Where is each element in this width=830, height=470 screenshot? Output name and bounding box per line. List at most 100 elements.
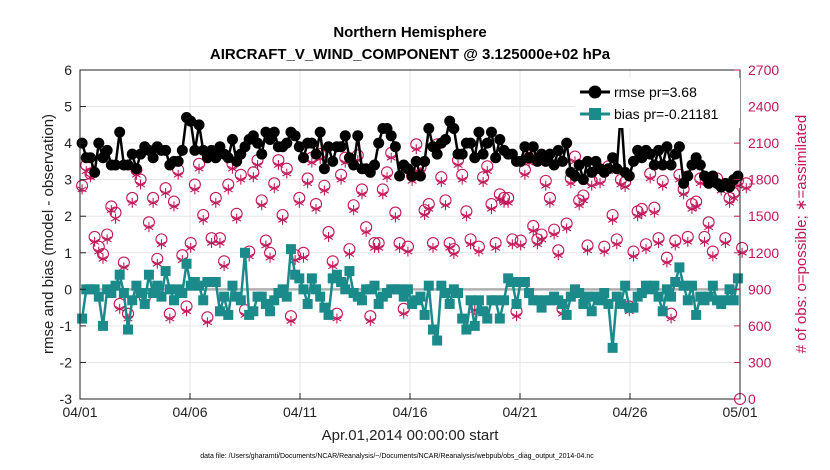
rmse-point <box>406 170 418 182</box>
rmse-point <box>431 148 443 160</box>
x-tick-label: 04/26 <box>612 404 647 420</box>
bias-point <box>139 298 150 309</box>
rmse-point <box>126 148 138 160</box>
rmse-point <box>419 155 431 167</box>
assimilated-obs-marker <box>641 244 651 255</box>
bias-point <box>453 287 464 298</box>
rmse-point <box>477 148 489 160</box>
bias-point <box>223 309 234 320</box>
rmse-point <box>172 155 184 167</box>
y-tick-label: 4 <box>64 135 72 151</box>
bias-point <box>423 280 434 291</box>
assimilated-obs-marker <box>127 197 137 208</box>
footnote: data file: /Users/gharamti/Documents/NCA… <box>200 453 594 460</box>
rmse-point <box>193 119 205 131</box>
rmse-point <box>289 130 301 142</box>
obs-count-markers <box>76 138 753 406</box>
bias-point <box>219 291 230 302</box>
rmse-point <box>414 170 426 182</box>
bias-point <box>210 277 221 288</box>
bias-point <box>240 247 250 258</box>
bias-point <box>478 306 489 317</box>
rmse-point <box>410 155 422 167</box>
assimilated-obs-marker <box>553 250 563 261</box>
rmse-point <box>385 130 397 142</box>
bias-point <box>720 295 731 306</box>
rmse-point <box>84 152 96 164</box>
assimilated-obs-marker <box>265 252 275 263</box>
bias-point <box>114 269 125 280</box>
bias-point <box>152 280 163 291</box>
assimilated-obs-marker <box>319 185 329 196</box>
bias-point <box>160 266 171 277</box>
assimilated-obs-marker <box>582 245 593 256</box>
bias-point <box>97 320 108 331</box>
assimilated-obs-marker <box>77 184 87 195</box>
rmse-point <box>101 144 113 156</box>
bias-point <box>227 280 238 291</box>
rmse-point <box>577 174 589 186</box>
bias-point <box>269 295 280 306</box>
assimilated-obs-marker <box>620 181 630 192</box>
bias-point <box>615 298 626 309</box>
assimilated-obs-marker <box>724 197 735 208</box>
rmse-point <box>252 137 264 149</box>
bias-point <box>164 284 175 295</box>
rmse-point <box>644 148 656 160</box>
y-tick-label: 5 <box>64 99 72 115</box>
rmse-point <box>373 137 385 149</box>
rmse-point <box>210 152 222 164</box>
assimilated-obs-marker <box>678 189 689 200</box>
assimilated-obs-marker <box>152 258 162 269</box>
legend-bias-label: bias pr=-0.21181 <box>614 106 719 122</box>
assimilated-obs-marker <box>357 189 367 200</box>
assimilated-obs-marker <box>202 317 213 328</box>
bias-point <box>143 269 154 280</box>
rmse-point <box>519 141 531 153</box>
rmse-point <box>544 148 556 160</box>
assimilated-obs-marker <box>307 157 317 168</box>
bias-point <box>519 277 530 288</box>
rmse-point <box>607 152 619 164</box>
rmse-point <box>318 163 330 175</box>
rmse-point <box>473 126 485 138</box>
rmse-point <box>185 115 197 127</box>
bias-point <box>666 291 677 302</box>
chart-subtitle: AIRCRAFT_V_WIND_COMPONENT @ 3.125000e+02… <box>210 46 611 63</box>
bias-point <box>315 291 326 302</box>
bias-point <box>298 284 309 295</box>
bias-point <box>248 306 259 317</box>
assimilated-obs-marker <box>653 238 664 249</box>
assimilated-obs-marker <box>399 308 409 319</box>
rmse-point <box>440 133 452 145</box>
assimilated-obs-marker <box>511 311 522 322</box>
rmse-point <box>523 152 535 164</box>
rmse-point <box>323 141 335 153</box>
assimilated-obs-marker <box>344 248 355 259</box>
rmse-point <box>389 141 401 153</box>
bias-point <box>691 309 702 320</box>
rmse-point <box>627 155 639 167</box>
assimilated-obs-marker <box>257 200 267 211</box>
assimilated-obs-marker <box>449 248 459 259</box>
assimilated-obs-marker <box>332 313 342 324</box>
bias-point <box>110 280 121 291</box>
rmse-point <box>682 170 694 182</box>
assimilated-obs-marker <box>269 183 279 194</box>
assimilated-obs-marker <box>737 247 747 258</box>
rmse-point <box>569 170 581 182</box>
assimilated-obs-marker <box>328 261 338 272</box>
bias-point <box>473 295 484 306</box>
bias-point <box>181 258 192 269</box>
legend: rmse pr=3.68 bias pr=-0.21181 <box>575 78 740 128</box>
assimilated-obs-marker <box>110 213 121 224</box>
y-tick-label: 2 <box>64 208 72 224</box>
assimilated-obs-marker <box>148 197 158 208</box>
assimilated-obs-marker <box>491 242 501 253</box>
rmse-point <box>586 166 598 178</box>
bias-point <box>649 280 660 291</box>
bias-point <box>311 284 322 295</box>
assimilated-obs-marker <box>94 246 104 257</box>
bias-point <box>494 313 505 324</box>
